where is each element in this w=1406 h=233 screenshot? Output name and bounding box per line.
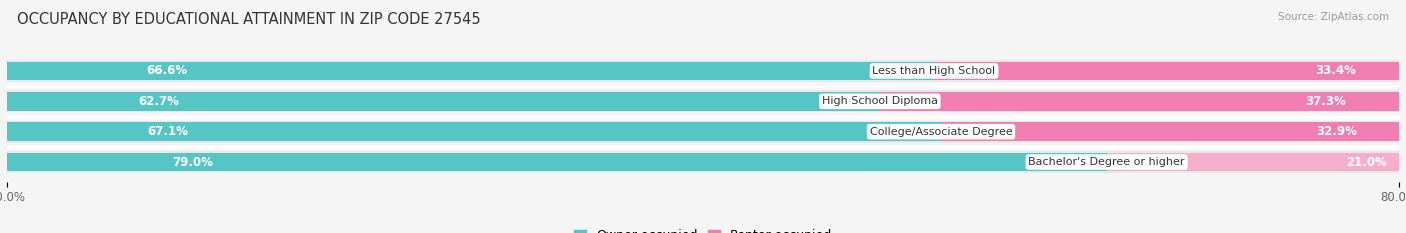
Bar [7,92,880,111]
Legend: Owner-occupied, Renter-occupied: Owner-occupied, Renter-occupied [568,224,838,233]
Text: 32.9%: 32.9% [1316,125,1357,138]
Text: 67.1%: 67.1% [148,125,188,138]
Text: Source: ZipAtlas.com: Source: ZipAtlas.com [1278,12,1389,22]
Bar [941,122,1399,141]
Bar [880,92,1399,111]
Text: High School Diploma: High School Diploma [821,96,938,106]
Text: OCCUPANCY BY EDUCATIONAL ATTAINMENT IN ZIP CODE 27545: OCCUPANCY BY EDUCATIONAL ATTAINMENT IN Z… [17,12,481,27]
Text: 79.0%: 79.0% [172,155,212,168]
Bar [7,90,1399,112]
Text: College/Associate Degree: College/Associate Degree [870,127,1012,137]
Bar [7,60,1399,82]
Text: 66.6%: 66.6% [146,65,187,78]
Text: Less than High School: Less than High School [873,66,995,76]
Bar [7,121,1399,143]
Bar [7,122,941,141]
Text: 62.7%: 62.7% [138,95,179,108]
Bar [7,153,1107,171]
Bar [7,151,1399,173]
Text: 21.0%: 21.0% [1347,155,1388,168]
Text: 37.3%: 37.3% [1306,95,1347,108]
Bar [1107,153,1399,171]
Bar [934,62,1399,80]
Text: Bachelor's Degree or higher: Bachelor's Degree or higher [1028,157,1185,167]
Bar [7,62,934,80]
Text: 33.4%: 33.4% [1315,65,1357,78]
